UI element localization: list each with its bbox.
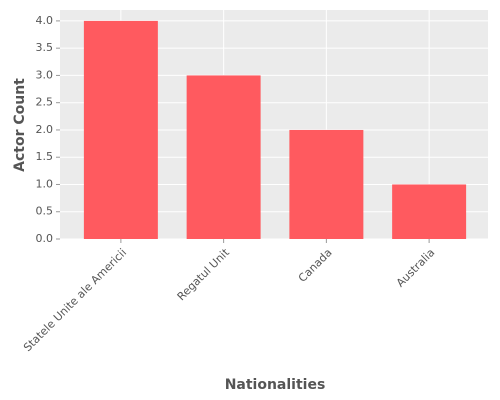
bar: [392, 184, 467, 239]
x-tick-label: Australia: [394, 246, 438, 290]
x-tick-label: Statele Unite ale Americii: [21, 246, 129, 354]
y-axis-title: Actor Count: [12, 78, 28, 172]
y-tick-label: 2.0: [36, 123, 54, 136]
x-tick-label: Regatul Unit: [175, 246, 233, 304]
y-tick-label: 0.0: [36, 232, 54, 245]
x-tick-label: Canada: [296, 246, 335, 285]
y-tick-label: 4.0: [36, 14, 54, 27]
y-tick-label: 1.5: [36, 150, 54, 163]
x-axis-title: Nationalities: [225, 377, 326, 393]
y-tick-label: 1.0: [36, 177, 54, 190]
bar: [83, 20, 158, 240]
y-tick-label: 3.0: [36, 68, 54, 81]
bar: [289, 129, 364, 239]
y-tick-label: 3.5: [36, 41, 54, 54]
bar: [186, 75, 261, 239]
y-tick-label: 0.5: [36, 205, 54, 218]
y-tick-label: 2.5: [36, 96, 54, 109]
